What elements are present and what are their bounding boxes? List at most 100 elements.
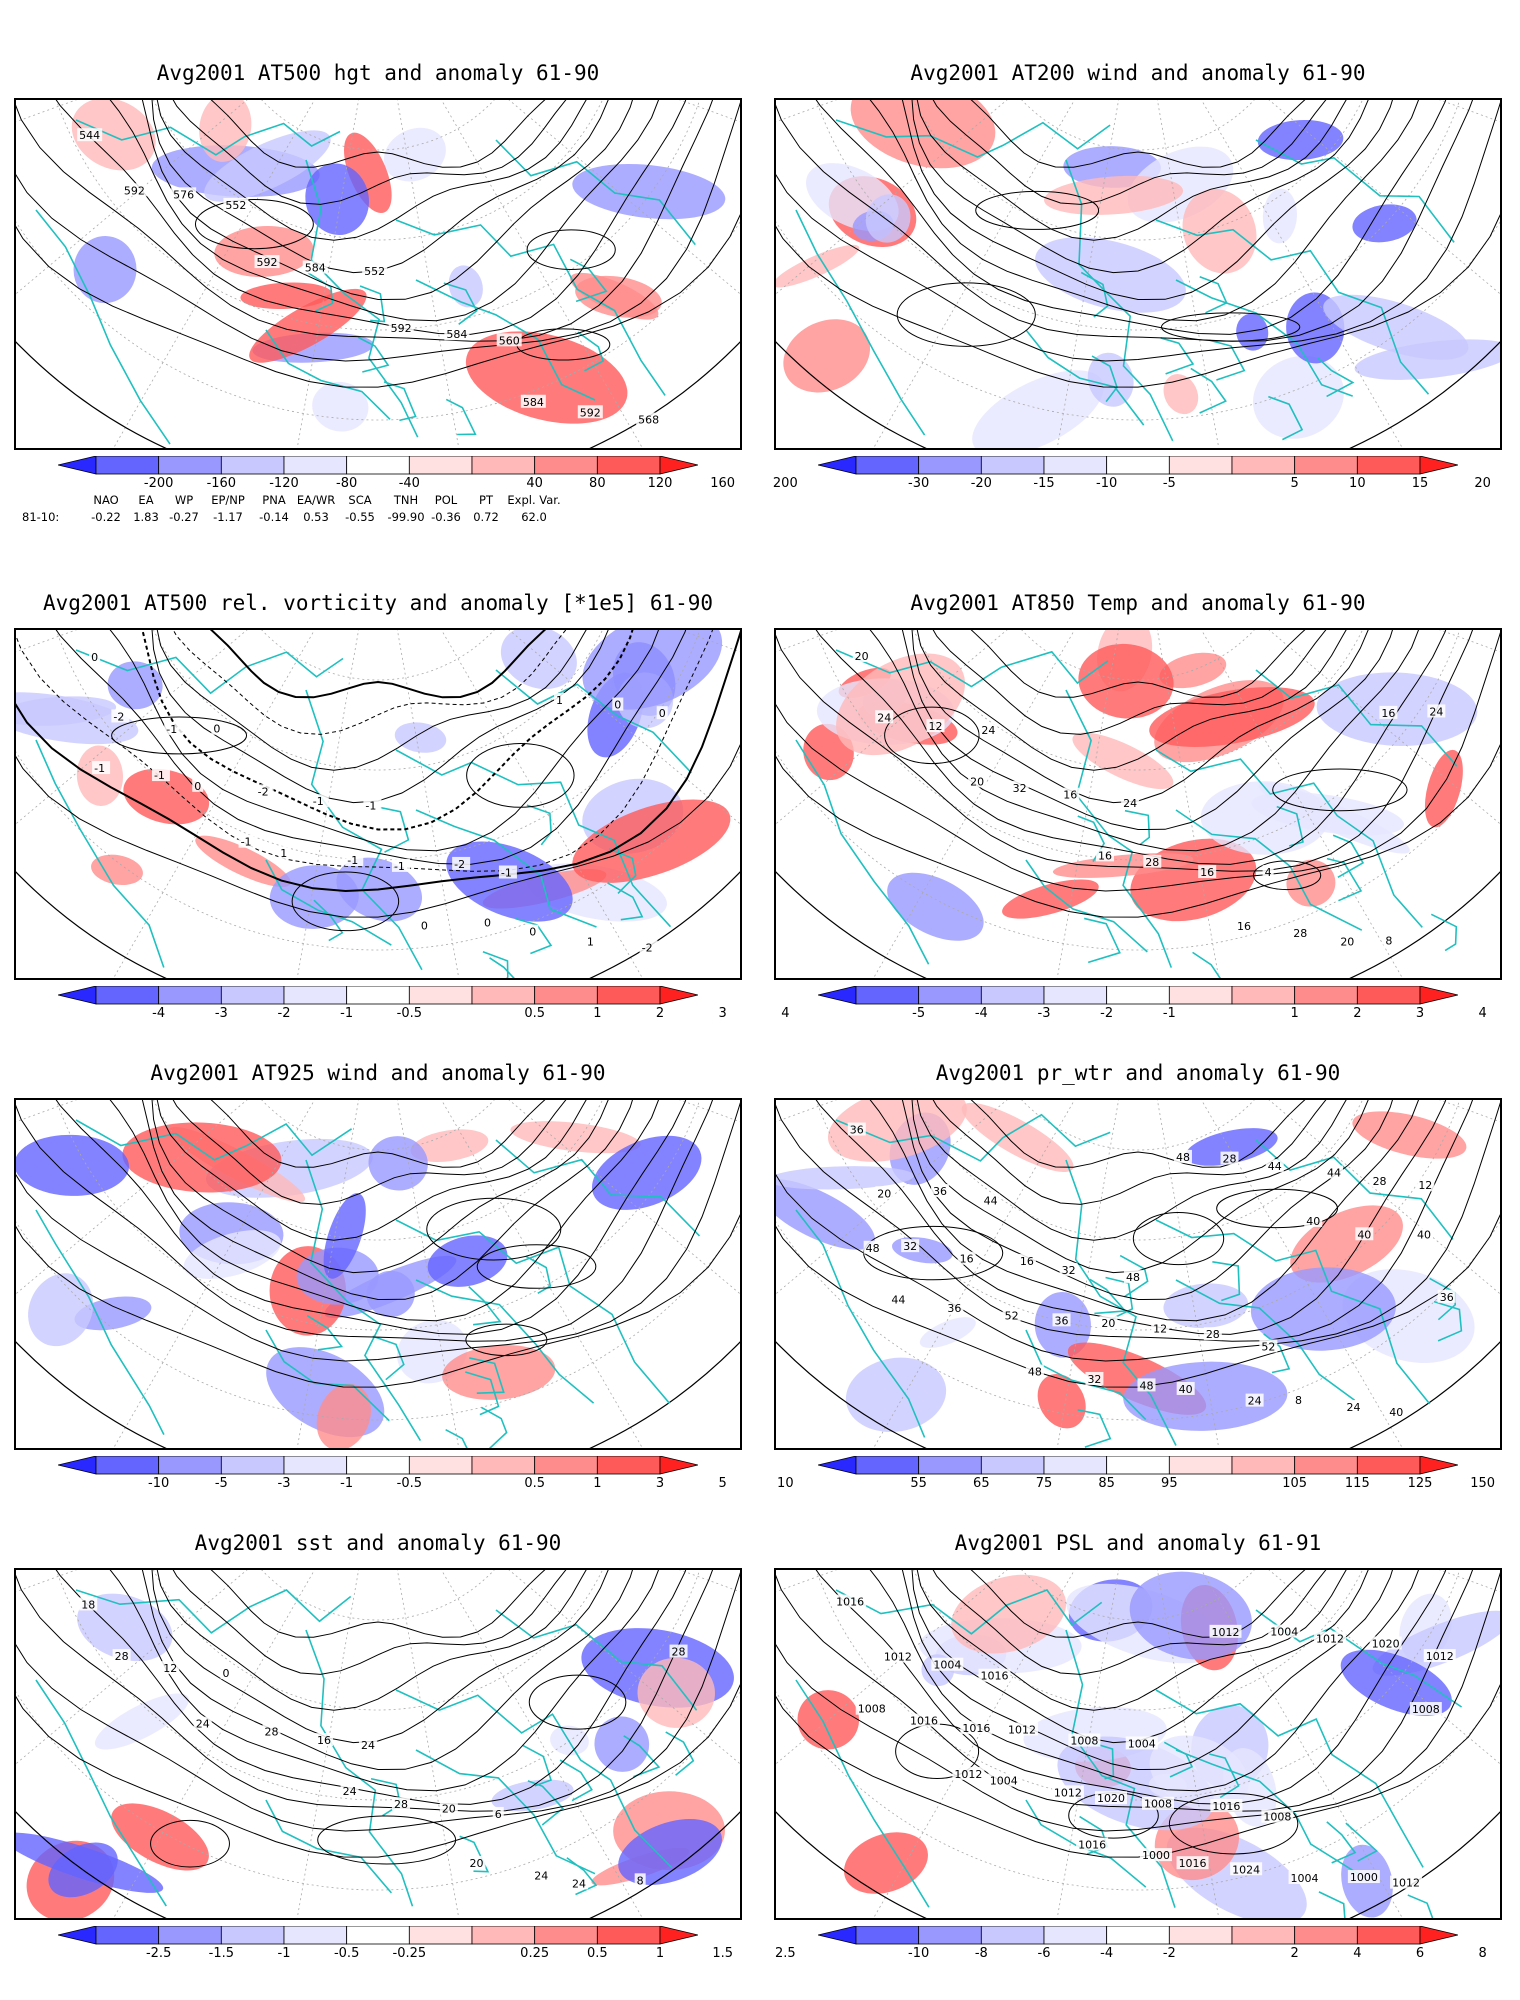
colorbar-tick-label: 105 (1282, 1476, 1308, 1491)
colorbar-labels: -2.5 -1.5 -1 -0.5 -0.25 0.25 0.5 1 1.5 2.5 (58, 1946, 796, 1962)
latitude-circle (1021, 630, 1255, 681)
colorbar-segment (346, 1456, 410, 1475)
colorbar-tick-label: -4 (974, 1006, 988, 1021)
coastline (489, 957, 515, 978)
contour-label-bg (669, 1644, 688, 1658)
colorbar (58, 456, 698, 475)
coastline (395, 1689, 673, 1869)
contour-line (932, 1570, 1327, 1675)
contour-label-bg (847, 1122, 866, 1136)
coastline (307, 272, 334, 312)
contour-label-bg (1314, 1631, 1347, 1645)
anomaly-shading (865, 194, 911, 243)
coastline (623, 1735, 661, 1778)
contour-label: 544 (79, 129, 100, 142)
contour-label-bg (418, 918, 430, 932)
meridian-line (776, 630, 1008, 825)
colorbar-segment (283, 456, 348, 475)
colorbar-tick-label: 5 (718, 1476, 727, 1491)
contour-label: 24 (534, 1869, 548, 1882)
coastline (515, 917, 553, 955)
contour-line (476, 1244, 597, 1289)
contour-line (109, 1570, 660, 1792)
anomaly-shading (637, 1657, 716, 1728)
contour-label-bg (161, 1661, 180, 1675)
contour-label: 40 (1306, 1215, 1320, 1228)
latitude-circle (261, 1570, 495, 1621)
contour-label: 28 (1293, 927, 1307, 940)
coastline (1332, 834, 1365, 878)
meridian-line (16, 1100, 248, 1295)
contour-label: 40 (1357, 1228, 1371, 1241)
colorbar-tick-label: -4 (1100, 1946, 1114, 1961)
coastline (526, 804, 552, 846)
meridian-line (776, 1100, 1008, 1295)
contour-label-bg (1245, 1393, 1264, 1407)
colorbar-segment (220, 456, 285, 475)
contour-line (901, 1100, 1393, 1301)
coastline (1025, 1799, 1147, 1888)
contour-line (975, 190, 1100, 230)
contour-label-bg (554, 692, 566, 706)
meridian-line (16, 1570, 248, 1765)
contour-line (465, 1323, 548, 1357)
contour-label-bg (302, 260, 328, 274)
meridian-line (873, 630, 1075, 978)
colorbar-tick-label: -2 (277, 1006, 291, 1021)
contour-line (869, 1100, 1420, 1322)
colorbar-tick-label: 2.5 (774, 1946, 796, 1961)
meridian-line (1056, 1570, 1120, 1918)
coastline (835, 649, 1109, 688)
contour-label: 16 (1381, 707, 1395, 720)
contour-label-bg (111, 709, 130, 723)
colorbar-segment (980, 1926, 1045, 1945)
latitude-circle (776, 1221, 1500, 1421)
coastline (306, 1314, 344, 1351)
contour-label-bg (496, 333, 522, 347)
map-area: 0 0 -1 -1 -2 -1 -1 -2 1 -2 -2 -1 0 0 0 -1 0 0 -1 1 0 1 -1 -1 (14, 628, 742, 980)
contour-label-bg (77, 128, 103, 142)
meridian-line (1201, 1570, 1403, 1918)
colorbar-segment (346, 456, 410, 475)
coastline (1105, 1276, 1134, 1321)
contour-line (16, 1570, 714, 1812)
colorbar-tick-label: 1 (655, 1946, 665, 1961)
contour-label: 24 (1248, 1395, 1262, 1408)
colorbar-segment (471, 1456, 536, 1475)
contour-label-bg (636, 412, 662, 426)
contour-label-bg (1006, 1722, 1039, 1736)
anomaly-shading (491, 1779, 574, 1812)
contour-label-bg (1265, 1159, 1284, 1173)
teleconnection-header: PT (479, 493, 493, 507)
anomaly-shading (1424, 749, 1463, 828)
contour-label-bg (1387, 1404, 1406, 1418)
colorbar-segment (1231, 1926, 1296, 1945)
contour-label: 40 (1417, 1228, 1431, 1241)
colorbar-tick-label: -1.5 (208, 1946, 235, 1961)
coastline (415, 809, 597, 928)
anomaly-shading (961, 1102, 1074, 1173)
contour-label: 0 (421, 919, 428, 932)
contour-line (869, 100, 1420, 322)
colorbar-tick-label: 4 (1478, 1006, 1487, 1021)
contour-label-bg (1344, 1400, 1363, 1414)
contour-line (1253, 860, 1322, 891)
colorbar-tick-label: 15 (1411, 476, 1429, 491)
coastline (569, 258, 608, 303)
contour-label-bg (1409, 1702, 1442, 1716)
anomaly-shading (446, 841, 573, 922)
contour-label-bg (482, 915, 494, 929)
contour-label: 0 (91, 651, 98, 664)
coastline (305, 159, 419, 438)
colorbar-segment (1356, 456, 1421, 475)
colorbar-tick-label: -10 (148, 1476, 170, 1491)
contour-label: 1004 (1291, 1872, 1319, 1885)
contour-line (776, 102, 1500, 362)
meridian-line (508, 1570, 740, 1765)
coastline (835, 1589, 1103, 1635)
contour-label: -1 (154, 769, 165, 782)
contour-label: -2 (113, 710, 124, 723)
coastline (372, 1335, 405, 1381)
colorbar-tick-label: -2.5 (145, 1946, 172, 1961)
coastline (1077, 1409, 1112, 1448)
